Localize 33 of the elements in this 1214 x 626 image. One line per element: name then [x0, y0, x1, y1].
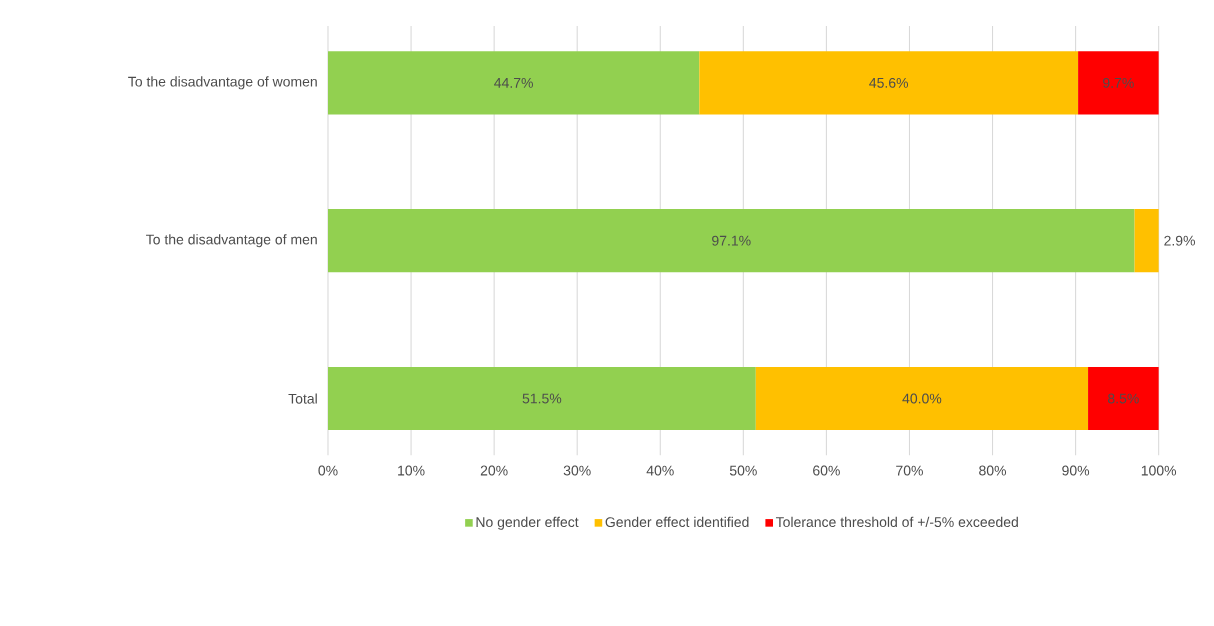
x-tick-label: 0%	[318, 465, 338, 476]
bar	[328, 366, 756, 431]
bar	[699, 51, 1079, 115]
y-tick-label: To the disadvantage of men	[146, 234, 317, 248]
legend-label: Gender effect identified	[605, 516, 749, 528]
data-label: 51.5%	[522, 393, 562, 404]
x-tick-label: 70%	[896, 465, 923, 476]
legend-label: No gender effect	[476, 516, 579, 530]
x-tick-label: 30%	[563, 465, 591, 476]
y-tick-label: Total	[288, 393, 317, 404]
x-tick-label: 10%	[398, 465, 425, 476]
x-tick-label: 40%	[646, 465, 674, 476]
bar	[1134, 209, 1159, 273]
bar	[328, 209, 1135, 273]
data-label: 45.6%	[869, 77, 909, 88]
x-tick-label: 80%	[979, 465, 1007, 476]
x-tick-label: 100%	[1141, 465, 1177, 476]
data-label: 8.5%	[1108, 393, 1139, 404]
data-label: 2.9%	[1164, 235, 1195, 246]
data-label: 44.7%	[494, 77, 533, 88]
bar	[755, 366, 1089, 431]
x-tick-label: 60%	[813, 465, 840, 476]
bar	[328, 51, 700, 115]
data-label: 97.1%	[712, 235, 751, 246]
bar	[1078, 51, 1159, 115]
bar	[1088, 366, 1159, 431]
x-tick-label: 90%	[1062, 465, 1090, 476]
y-tick-label: To the disadvantage of women	[128, 76, 317, 90]
x-tick-label: 50%	[729, 465, 757, 476]
data-label: 40.0%	[902, 393, 942, 404]
x-tick-label: 20%	[480, 465, 508, 476]
data-label: 9.7%	[1103, 77, 1134, 88]
legend-label: Tolerance threshold of +/-5% exceeded	[775, 516, 1018, 528]
